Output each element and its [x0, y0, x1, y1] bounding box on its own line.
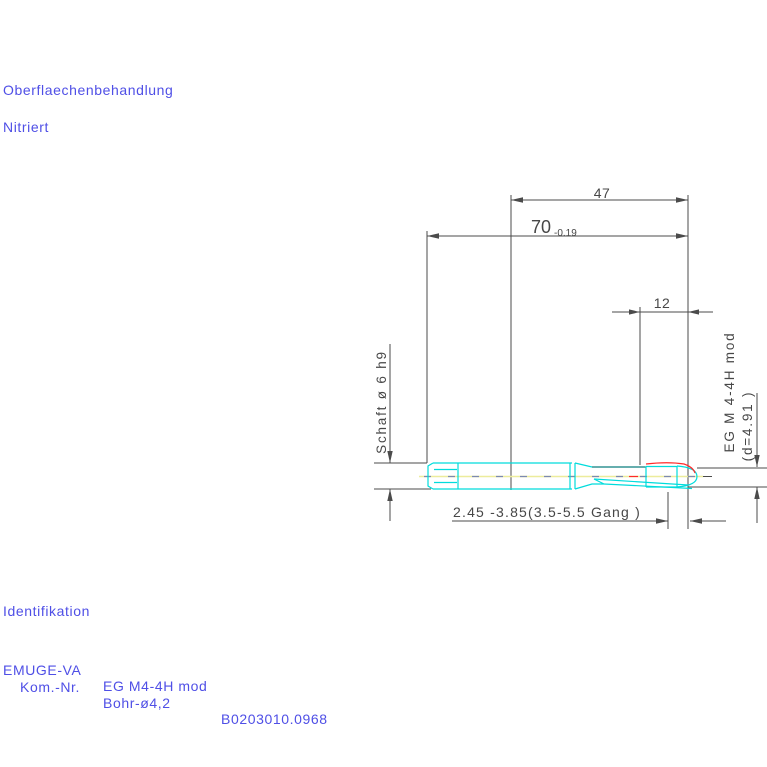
dimension-47: 47 [511, 185, 688, 203]
dim-70-text: 70 [531, 217, 551, 237]
dimension-12: 12 [612, 295, 713, 315]
kom-nr-label: Kom.-Nr. [20, 679, 81, 695]
tool-geometry [419, 462, 712, 490]
pilot-diameter-text: (d=4.91 ) [740, 391, 755, 462]
dim-47-text: 47 [594, 185, 611, 201]
shank-label-text: Schaft ø 6 h9 [374, 350, 389, 454]
dimension-chamfer-length: 2.45 -3.85(3.5-5.5 Gang ) [452, 504, 726, 524]
product-text: EG M4-4H mod [103, 678, 208, 694]
dim-12-text: 12 [654, 295, 671, 311]
dimension-shank-diameter: Schaft ø 6 h9 [374, 344, 393, 521]
surface-treatment-value: Nitriert [3, 119, 50, 135]
order-number-text: B0203010.0968 [221, 711, 328, 727]
dimension-pilot-diameter: EG M 4-4H mod (d=4.91 ) [722, 332, 760, 523]
extension-lines [374, 195, 767, 529]
drill-diameter-text: Bohr-ø4,2 [103, 695, 171, 711]
thread-spec-text: EG M 4-4H mod [722, 332, 737, 453]
identification-label: Identifikation [3, 603, 91, 619]
identification-row-2: Kom.-Nr. Bohr-ø4,2 B0203010.0968 [0, 663, 400, 727]
identification-row-1: EMUGE-VA EG M4-4H mod [0, 646, 400, 694]
surface-treatment-label: Oberflaechenbehandlung [3, 82, 174, 98]
thread-crest-red [645, 462, 696, 474]
dim-70-tolerance-text: -0.19 [554, 228, 577, 239]
chamfer-length-text: 2.45 -3.85(3.5-5.5 Gang ) [453, 504, 641, 520]
dimension-70: 70 -0.19 [427, 217, 688, 239]
brand-text: EMUGE-VA [3, 662, 82, 678]
